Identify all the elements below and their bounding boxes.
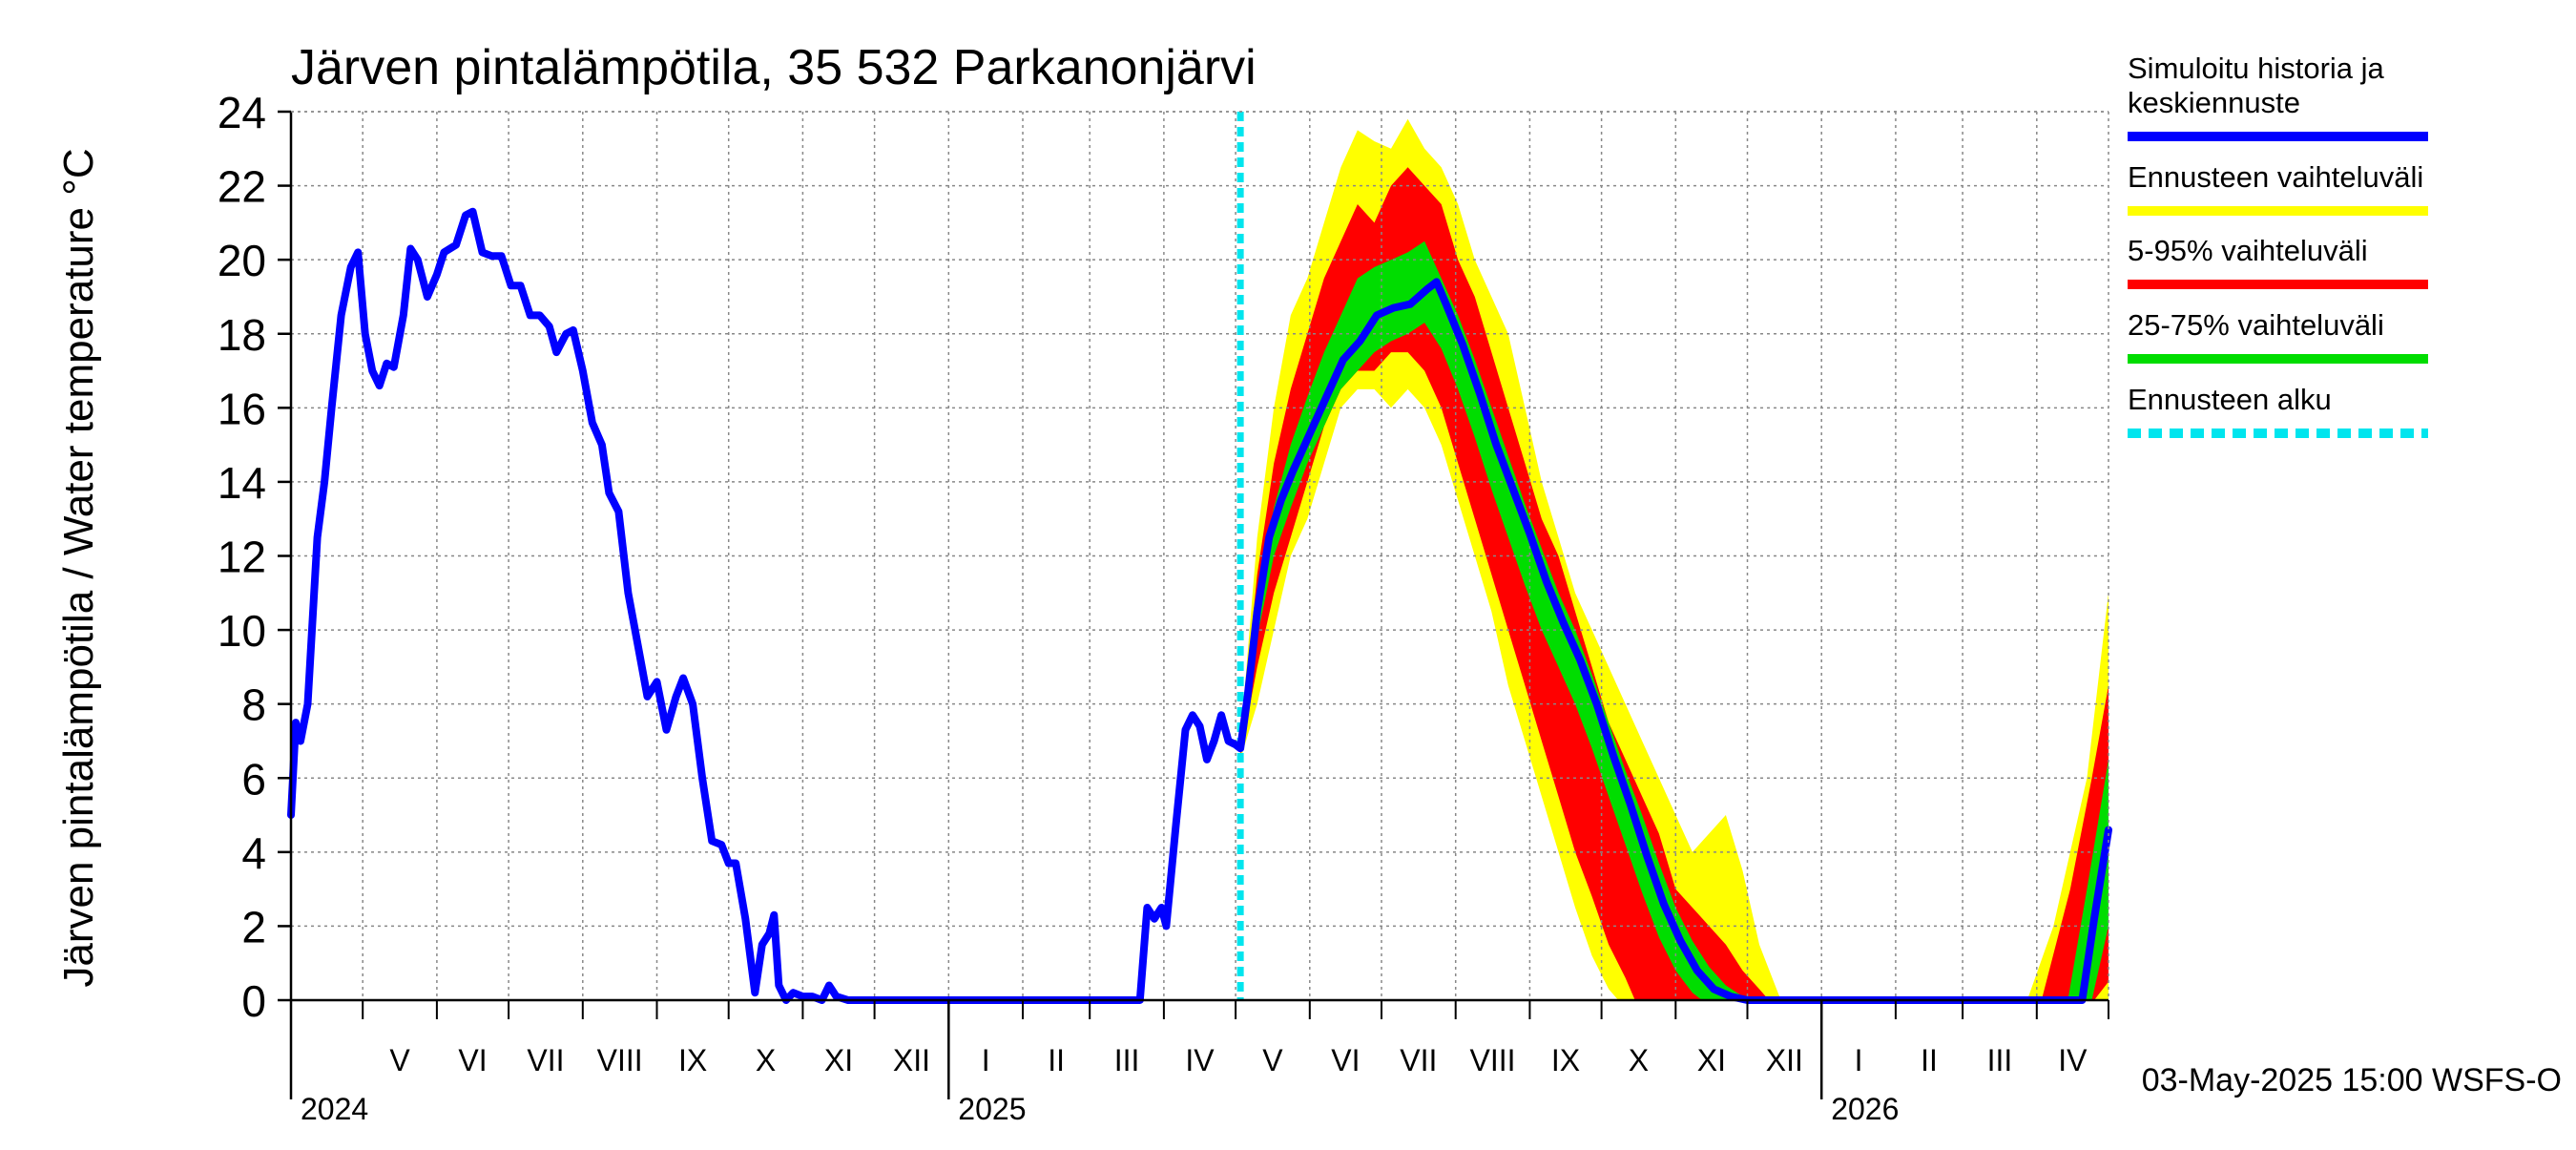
y-tick-label: 6: [241, 754, 266, 804]
x-tick-label: VII: [1400, 1043, 1437, 1077]
legend-item: Ennusteen vaihteluväli: [2128, 160, 2428, 216]
x-tick-label: I: [1855, 1043, 1863, 1077]
x-tick-label: II: [1048, 1043, 1065, 1077]
forecast-bands: [1240, 118, 2109, 1001]
x-tick-label: II: [1921, 1043, 1938, 1077]
x-tick-label: VII: [527, 1043, 564, 1077]
x-tick-label: III: [1114, 1043, 1140, 1077]
legend-label: Ennusteen alku: [2128, 383, 2332, 416]
x-tick-label: IV: [2058, 1043, 2088, 1077]
legend-label: 5-95% vaihteluväli: [2128, 234, 2368, 267]
x-tick-label: XI: [1697, 1043, 1726, 1077]
y-tick-label: 24: [218, 88, 266, 137]
legend-label: Ennusteen vaihteluväli: [2128, 160, 2423, 194]
year-label: 2024: [301, 1092, 368, 1126]
series-median-line: [287, 207, 2112, 1004]
x-tick-label: VIII: [597, 1043, 643, 1077]
y-tick-label: 22: [218, 162, 266, 212]
x-tick-label: XI: [824, 1043, 853, 1077]
x-tick-label: VI: [458, 1043, 487, 1077]
x-tick-label: X: [756, 1043, 776, 1077]
x-tick-label: IX: [678, 1043, 707, 1077]
y-axis-label: Järven pintalämpötila / Water temperatur…: [55, 148, 102, 987]
legend-item: 25-75% vaihteluväli: [2128, 308, 2428, 364]
year-label: 2026: [1831, 1092, 1899, 1126]
legend-label: Simuloitu historia ja keskiennuste: [2128, 52, 2385, 119]
x-tick-label: IX: [1551, 1043, 1580, 1077]
x-tick-label: XII: [893, 1043, 930, 1077]
x-tick-label: V: [1262, 1043, 1283, 1077]
legend-label: 25-75% vaihteluväli: [2128, 308, 2384, 342]
x-tick-label: VI: [1331, 1043, 1360, 1077]
y-tick-label: 2: [241, 902, 266, 951]
x-tick-label: IV: [1185, 1043, 1215, 1077]
y-tick-label: 12: [218, 533, 266, 582]
year-label: 2025: [958, 1092, 1026, 1126]
legend: Simuloitu historia ja keskiennuste Ennuste…: [2128, 52, 2428, 438]
legend-item: 5-95% vaihteluväli: [2128, 234, 2428, 289]
chart-title: Järven pintalämpötila, 35 532 Parkanonjä…: [291, 40, 1257, 95]
x-tick-label: I: [982, 1043, 990, 1077]
y-tick-label: 10: [218, 606, 266, 656]
x-tick-label: III: [1987, 1043, 2013, 1077]
y-tick-label: 8: [241, 680, 266, 730]
x-tick-label: X: [1629, 1043, 1649, 1077]
y-tick-label: 16: [218, 384, 266, 433]
y-tick-label: 0: [241, 976, 266, 1026]
y-tick-label: 20: [218, 236, 266, 285]
grid: [291, 111, 2109, 1000]
x-tick-label: VIII: [1470, 1043, 1516, 1077]
y-tick-label: 14: [218, 458, 266, 508]
x-tick-label: XII: [1766, 1043, 1803, 1077]
series-lines: [287, 112, 2112, 1004]
legend-item: Ennusteen alku: [2128, 383, 2428, 438]
x-tick-label: V: [389, 1043, 410, 1077]
legend-item: Simuloitu historia ja keskiennuste: [2128, 52, 2428, 141]
footer-timestamp: 03-May-2025 15:00 WSFS-O: [2142, 1062, 2562, 1098]
y-tick-label: 4: [241, 828, 266, 878]
y-tick-label: 18: [218, 310, 266, 360]
